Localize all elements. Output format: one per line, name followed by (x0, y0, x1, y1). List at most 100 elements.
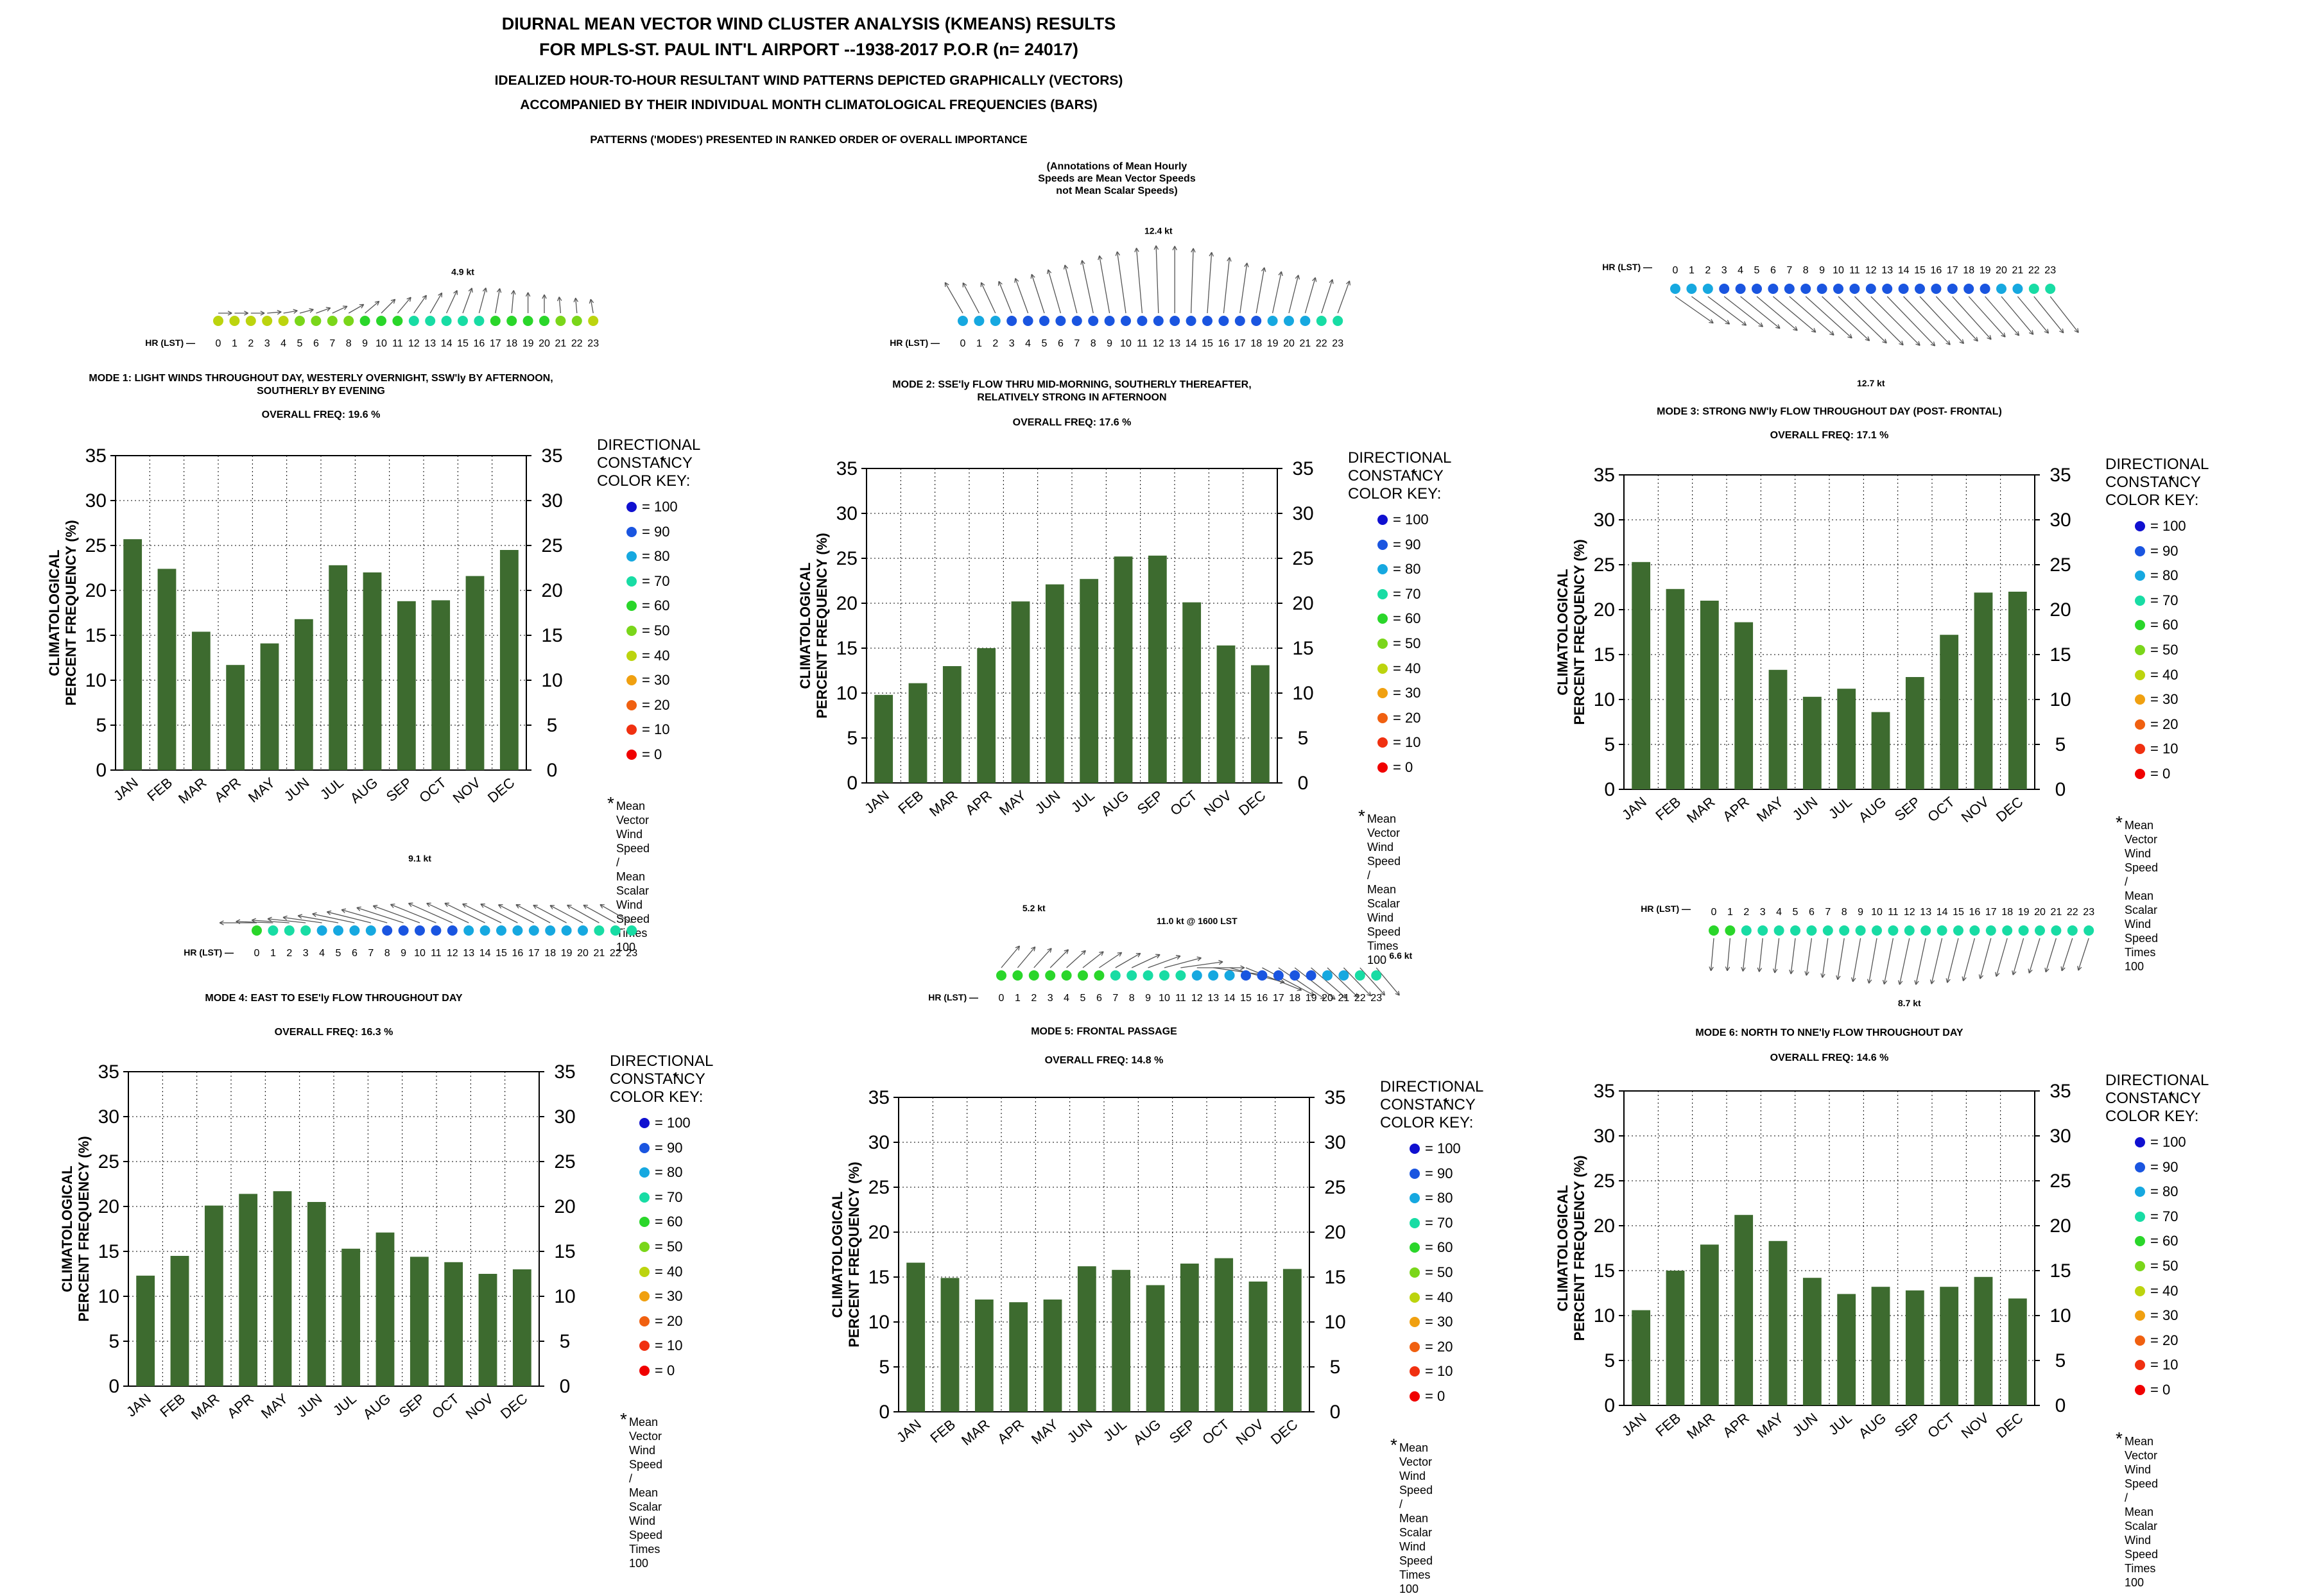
mode-4-hour-label: 10 (414, 948, 426, 959)
y-tick-label-right: 10 (554, 1286, 575, 1307)
bar-jul (1080, 579, 1099, 783)
x-tick-label: SEP (1892, 794, 1924, 824)
y-tick-label-right: 25 (2049, 554, 2071, 576)
mode-1-wind-vector (250, 311, 265, 316)
x-tick-label: JAN (123, 1391, 154, 1420)
x-tick-label: NOV (450, 774, 484, 806)
mode-5-hour-dot (1257, 970, 1268, 981)
bar-dec (2008, 1298, 2027, 1405)
mode-3-hour-dot (1915, 284, 1925, 294)
mode-2-hour-label: 6 (1058, 338, 1064, 349)
bar-jan (874, 694, 893, 783)
color-key-label: = 10 (2150, 741, 2179, 757)
subtitle-vectors: IDEALIZED HOUR-TO-HOUR RESULTANT WIND PA… (494, 73, 1123, 88)
mode-3-hour-label: 16 (1931, 265, 1942, 276)
y-tick-label-left: 5 (847, 728, 858, 749)
mode-6-hour-dot (2051, 925, 2062, 936)
color-key-label: = 100 (2150, 518, 2186, 534)
y-tick-label-left: 10 (836, 683, 858, 704)
mode-4-hour-label: 17 (528, 948, 540, 959)
mode-6-hr-label: HR (LST) — (1641, 904, 1691, 914)
color-key-row: = 30 (2105, 688, 2209, 713)
y-tick-label-left: 15 (98, 1241, 119, 1262)
footnote-text: Mean Vector Wind Speed / Mean Scalar Win… (616, 800, 650, 954)
mode-3-hour-dot (2012, 284, 2023, 294)
mode-1-hour-label: 19 (522, 338, 534, 349)
color-key-label: = 70 (655, 1188, 683, 1205)
mode-5-hour-dot (1322, 970, 1333, 981)
color-key-label: = 10 (655, 1337, 683, 1354)
mode-6-wind-vector (1962, 938, 1976, 981)
mode-3-hour-dot (1980, 284, 1990, 294)
color-key-label: = 0 (1393, 759, 1413, 775)
mode-4-wind-vector (600, 904, 632, 923)
mode-6-hour-dot (1806, 925, 1817, 936)
mode-5-hour-label: 12 (1191, 993, 1203, 1004)
bar-nov (1248, 1282, 1268, 1412)
mode-4-wind-vector (426, 902, 469, 923)
color-key-label: = 20 (642, 696, 670, 713)
y-tick-label-right: 5 (560, 1331, 571, 1352)
color-key-title: DIRECTIONAL CONSTANCY COLOR KEY: (1380, 1078, 1484, 1131)
mode-3-wind-vector (1789, 296, 1834, 336)
color-key-swatch (626, 650, 637, 661)
mode-4-hour-dot (512, 925, 523, 936)
bar-aug (363, 572, 382, 770)
bar-feb (940, 1278, 960, 1412)
mode-1-wind-vector (381, 298, 396, 314)
mode-4-hour-dot (398, 925, 409, 936)
footnote-star: * (620, 1409, 627, 1429)
mode-6-hour-label: 1 (1727, 907, 1733, 918)
mode-3-hour-label: 14 (1898, 265, 1910, 276)
mode-5-wind-vector (1131, 954, 1160, 968)
mode-3-wind-vector (1822, 296, 1870, 341)
mode-1-hour-dot (359, 316, 370, 326)
y-tick-label-right: 30 (2049, 1126, 2071, 1147)
mode-5-hour-dot (1290, 970, 1300, 981)
y-tick-label-right: 30 (554, 1106, 575, 1128)
mode-5-hour-label: 6 (1096, 993, 1102, 1004)
mode-3-hour-dot (1735, 284, 1746, 294)
color-key-swatch (1410, 1292, 1420, 1303)
x-tick-label: NOV (1958, 793, 1992, 825)
mode-2-wind-vector (1207, 252, 1214, 314)
mode-4-wind-vector (533, 904, 567, 923)
mode-3-wind-vector (2049, 296, 2079, 333)
mode-3-hour-dot (1865, 284, 1876, 294)
y-tick-label-left: 25 (98, 1151, 119, 1172)
mode-2-hour-dot (1153, 316, 1164, 326)
mode-6-hour-dot (2067, 925, 2078, 936)
color-key-swatch (2135, 669, 2145, 680)
mode-2-wind-vector (1223, 257, 1232, 314)
mode-2-wind-vector (962, 282, 979, 314)
mode-2-hr-label: HR (LST) — (890, 338, 940, 348)
mode-1-hour-dot (506, 316, 517, 326)
color-key-row: = 40 (610, 1260, 713, 1285)
mode-2-speed-annotation: 12.4 kt (1144, 226, 1173, 236)
mode-3-wind-vector (1691, 296, 1730, 325)
color-key-row: = 20 (597, 694, 700, 719)
mode-6-speed-annotation: 8.7 kt (1898, 998, 1921, 1008)
mode-5-hour-dot (1143, 970, 1153, 981)
mode-3-hour-dot (1833, 284, 1843, 294)
bar-nov (465, 576, 485, 770)
mode-5-hour-dot (1273, 970, 1284, 981)
bar-jan (1632, 562, 1651, 789)
color-key-label: = 20 (1425, 1338, 1453, 1355)
mode-4-hour-label: 0 (254, 948, 260, 959)
color-key-row: = 100 (1348, 508, 1451, 533)
color-key-row: = 30 (1380, 1310, 1483, 1335)
mode-3-hour-dot (2028, 284, 2039, 294)
mode-3-vector-strip: HR (LST) —0 1 2 3 4 5 6 7 8 9 10 11 12 13 14 15 16 17 18 19… (1602, 262, 2079, 388)
x-tick-label: MAR (1684, 794, 1718, 827)
mode-1-hour-dot (392, 316, 403, 326)
color-key-row: = 10 (2105, 1353, 2209, 1378)
y-tick-label-right: 15 (541, 625, 562, 646)
mode-5-hour-label: 4 (1064, 993, 1069, 1004)
color-key-label: = 40 (2150, 666, 2179, 683)
mode-1-wind-vector (316, 307, 331, 314)
mode-5-hr-label: HR (LST) — (928, 992, 978, 1002)
mode-4-hour-label: 19 (561, 948, 573, 959)
mode-4-footnote: * Mean Vector Wind Speed / Mean Scalar Wi… (620, 1411, 662, 1570)
mode-3-wind-vector (1838, 296, 1887, 344)
